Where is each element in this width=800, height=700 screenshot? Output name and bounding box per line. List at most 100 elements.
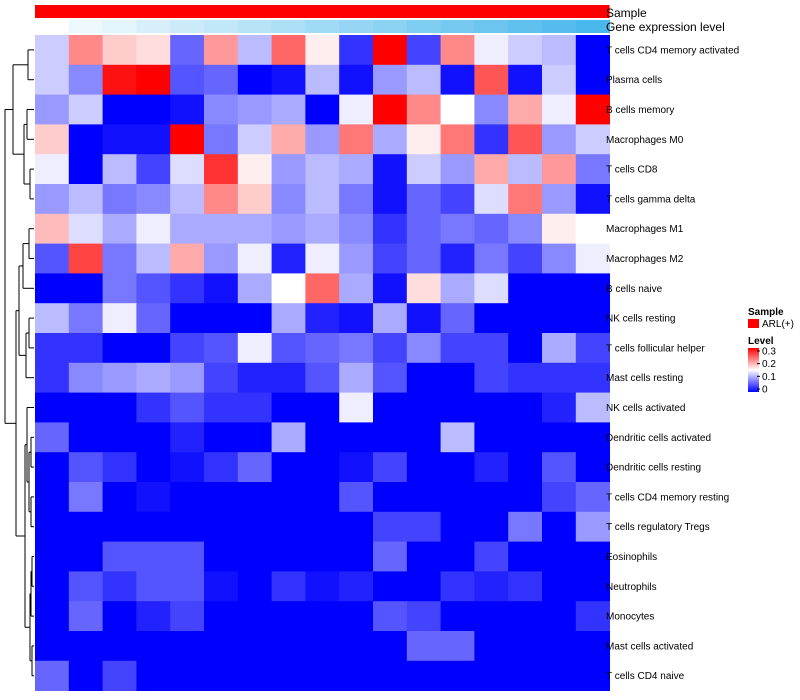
heatmap-cell xyxy=(102,482,137,513)
heatmap-cell xyxy=(68,362,103,393)
heatmap-cell xyxy=(68,35,103,66)
heatmap-cells xyxy=(35,35,610,691)
heatmap-cell xyxy=(575,273,610,304)
heatmap-cell xyxy=(542,452,577,483)
heatmap-cell xyxy=(170,362,205,393)
row-labels: T cells CD4 memory activated Plasma cells… xyxy=(606,45,739,682)
heatmap-cell xyxy=(508,124,543,155)
heatmap-cell xyxy=(136,631,171,662)
heatmap-cell xyxy=(237,273,272,304)
heatmap-cell xyxy=(136,213,171,244)
heatmap-cell xyxy=(542,541,577,572)
heatmap-cell xyxy=(305,482,340,513)
heatmap-cell xyxy=(204,243,239,274)
heatmap-cell xyxy=(271,660,306,691)
legend-swatch-arl xyxy=(748,319,759,328)
row-label-plasma-cells: Plasma cells xyxy=(606,75,662,86)
heatmap-cell xyxy=(102,660,137,691)
legend-entry-arl: ARL(+) xyxy=(762,319,794,330)
heatmap-cell xyxy=(305,124,340,155)
heatmap-cell xyxy=(170,243,205,274)
heatmap-cell xyxy=(373,124,408,155)
heatmap-cell xyxy=(508,571,543,602)
row-label-neutrophils: Neutrophils xyxy=(606,582,657,593)
heatmap-cell xyxy=(204,64,239,95)
annotation-expression-cell xyxy=(68,20,103,33)
heatmap-cell xyxy=(68,482,103,513)
heatmap-cell xyxy=(474,452,509,483)
heatmap-cell xyxy=(474,631,509,662)
heatmap-cell xyxy=(35,511,70,542)
heatmap-cell xyxy=(204,541,239,572)
heatmap-cell xyxy=(170,660,205,691)
heatmap-cell xyxy=(237,422,272,453)
heatmap-cell xyxy=(237,333,272,364)
heatmap-cell xyxy=(68,392,103,423)
heatmap-cell xyxy=(305,303,340,334)
heatmap-cell xyxy=(542,422,577,453)
heatmap-cell xyxy=(271,422,306,453)
annotation-sample-bar xyxy=(35,5,610,18)
heatmap-cell xyxy=(542,362,577,393)
heatmap-cell xyxy=(542,35,577,66)
heatmap-cell xyxy=(305,243,340,274)
heatmap-cell xyxy=(271,631,306,662)
heatmap-cell xyxy=(305,452,340,483)
heatmap-cell xyxy=(305,571,340,602)
heatmap-cell xyxy=(102,35,137,66)
heatmap-cell xyxy=(136,64,171,95)
legend-tick-label: 0.3 xyxy=(762,347,776,358)
heatmap-cell xyxy=(204,482,239,513)
heatmap-cell xyxy=(474,124,509,155)
heatmap-cell xyxy=(542,631,577,662)
heatmap-cell xyxy=(102,154,137,185)
heatmap-cell xyxy=(339,273,374,304)
heatmap-cell xyxy=(508,243,543,274)
heatmap-cell xyxy=(204,333,239,364)
heatmap-cell xyxy=(508,333,543,364)
annotation-expression-cell xyxy=(204,20,239,33)
heatmap-cell xyxy=(237,35,272,66)
annotation-label-gene-expression: Gene expression level xyxy=(606,20,725,34)
heatmap-cell xyxy=(305,154,340,185)
heatmap-cell xyxy=(204,35,239,66)
heatmap-cell xyxy=(474,333,509,364)
heatmap-cell xyxy=(406,362,441,393)
heatmap-cell xyxy=(440,154,475,185)
heatmap-cell xyxy=(542,213,577,244)
heatmap-cell xyxy=(136,35,171,66)
heatmap-cell xyxy=(102,541,137,572)
heatmap-cell xyxy=(440,631,475,662)
heatmap-cell xyxy=(237,541,272,572)
heatmap-cell xyxy=(508,303,543,334)
heatmap-cell xyxy=(575,482,610,513)
heatmap-cell xyxy=(339,392,374,423)
heatmap-cell xyxy=(508,482,543,513)
heatmap-cell xyxy=(542,154,577,185)
heatmap-cell xyxy=(373,154,408,185)
heatmap-cell xyxy=(204,303,239,334)
heatmap-cell xyxy=(508,392,543,423)
heatmap-cell xyxy=(136,482,171,513)
annotation-expression-cell xyxy=(440,20,475,33)
heatmap-cell xyxy=(406,273,441,304)
heatmap-cell xyxy=(440,303,475,334)
heatmap-cell xyxy=(237,64,272,95)
heatmap-cell xyxy=(204,273,239,304)
heatmap-cell xyxy=(68,184,103,215)
heatmap-cell xyxy=(373,94,408,125)
heatmap-cell xyxy=(440,422,475,453)
heatmap-cell xyxy=(35,631,70,662)
heatmap-cell xyxy=(575,243,610,274)
heatmap-cell xyxy=(35,362,70,393)
heatmap-cell xyxy=(474,213,509,244)
heatmap-cell xyxy=(508,273,543,304)
heatmap-cell xyxy=(373,452,408,483)
heatmap-cell xyxy=(237,660,272,691)
annotation-expression-cell xyxy=(102,20,137,33)
heatmap-cell xyxy=(508,362,543,393)
heatmap-cell xyxy=(204,154,239,185)
heatmap-cell xyxy=(35,64,70,95)
heatmap-cell xyxy=(237,511,272,542)
heatmap-cell xyxy=(204,660,239,691)
